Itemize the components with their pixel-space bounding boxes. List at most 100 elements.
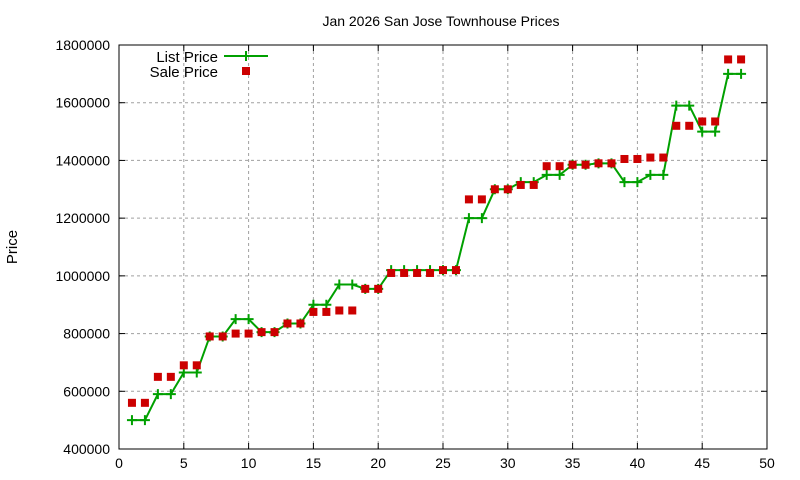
list-price-point [710, 126, 721, 137]
sale-price-point [361, 284, 370, 293]
sale-price-point [724, 55, 733, 64]
y-tick-label: 800000 [63, 326, 110, 342]
chart-title: Jan 2026 San Jose Townhouse Prices [322, 13, 559, 29]
x-tick-label: 30 [500, 455, 516, 471]
list-price-point [126, 415, 137, 426]
grid [119, 45, 767, 449]
sale-price-point [387, 268, 396, 277]
list-price-point [736, 68, 747, 79]
legend-label-sale-price: Sale Price [150, 64, 218, 81]
sale-price-point [166, 372, 175, 381]
list-price-point [139, 415, 150, 426]
list-price-point [165, 389, 176, 400]
sale-price-point [270, 328, 279, 337]
list-price-point [684, 100, 695, 111]
list-price-point [554, 169, 565, 180]
x-tick-label: 25 [435, 455, 451, 471]
sale-price-point [672, 121, 681, 130]
sale-price-point [737, 55, 746, 64]
x-tick-label: 40 [630, 455, 646, 471]
legend-marker-sale-price [242, 67, 250, 75]
sale-price-point [374, 284, 383, 293]
list-price-point [619, 177, 630, 188]
x-tick-label: 45 [694, 455, 710, 471]
sale-price-point [451, 266, 460, 275]
axis-ticks: 0 5 10 15 20 25 30 35 40 45 50 400000 600000 800000 10… [55, 37, 775, 471]
x-tick-label: 10 [241, 455, 257, 471]
list-price-point [723, 68, 734, 79]
sale-price-point [205, 332, 214, 341]
y-axis-label: Price [4, 230, 21, 264]
x-tick-label: 5 [180, 455, 188, 471]
sale-price-point [555, 162, 564, 171]
y-tick-label: 400000 [63, 441, 110, 457]
list-price-point [645, 169, 656, 180]
list-price-point [671, 100, 682, 111]
sale-price-point [464, 195, 473, 204]
sale-price-point [659, 153, 668, 162]
sale-price-point [607, 159, 616, 168]
sale-price-point [542, 162, 551, 171]
y-tick-label: 1400000 [55, 152, 110, 168]
sale-price-point [633, 154, 642, 163]
sale-price-point [646, 153, 655, 162]
legend-label-list-price: List Price [156, 49, 218, 66]
list-price-point [632, 177, 643, 188]
list-price-point [334, 279, 345, 290]
y-tick-label: 1000000 [55, 268, 110, 284]
list-price-point [243, 314, 254, 325]
list-price-point [658, 169, 669, 180]
list-price-point [152, 389, 163, 400]
sale-price-point [568, 160, 577, 169]
sale-price-point [439, 266, 447, 275]
sale-price-point [503, 185, 512, 194]
x-tick-label: 35 [565, 455, 581, 471]
series-layer [126, 55, 747, 426]
sale-price-point [309, 307, 318, 316]
list-price-point [463, 213, 474, 224]
sale-price-point [153, 372, 162, 381]
sale-price-point [594, 159, 603, 168]
sale-price-point [283, 319, 292, 328]
y-tick-label: 1600000 [55, 95, 110, 111]
x-tick-label: 20 [370, 455, 386, 471]
y-tick-label: 1200000 [55, 210, 110, 226]
sale-price-point [335, 306, 344, 315]
sale-price-point [477, 195, 486, 204]
sale-price-point [127, 398, 136, 407]
sale-price-point [711, 117, 720, 126]
sale-price-point [244, 329, 253, 338]
x-tick-label: 50 [759, 455, 775, 471]
sale-price-point [516, 180, 525, 189]
sale-price-point [348, 306, 357, 315]
list-price-point [476, 213, 487, 224]
legend-marker-list-price [241, 51, 251, 61]
sale-price-point [413, 268, 422, 277]
sale-price-point [529, 180, 538, 189]
legend: List Price Sale Price [150, 49, 268, 81]
sale-price-point [426, 268, 435, 277]
x-tick-label: 15 [306, 455, 322, 471]
sale-price-point [231, 329, 240, 338]
sale-price-point [257, 328, 266, 337]
sale-price-point [140, 398, 149, 407]
sale-price-point [400, 268, 409, 277]
sale-price-point [685, 121, 694, 130]
list-price-line [131, 72, 742, 422]
sale-price-point [296, 319, 305, 328]
list-price-point [230, 314, 241, 325]
y-tick-label: 1800000 [55, 37, 110, 53]
sale-price-point [192, 361, 201, 370]
y-tick-label: 600000 [63, 383, 110, 399]
sale-price-point [698, 117, 707, 126]
sale-price-point [620, 154, 629, 163]
sale-price-point [322, 307, 331, 316]
sale-price-point [581, 160, 590, 169]
x-tick-label: 0 [115, 455, 123, 471]
list-price-point [541, 169, 552, 180]
sale-price-point [179, 361, 188, 370]
sale-price-point [490, 185, 499, 194]
sale-price-point [218, 332, 227, 341]
list-price-point [697, 126, 708, 137]
